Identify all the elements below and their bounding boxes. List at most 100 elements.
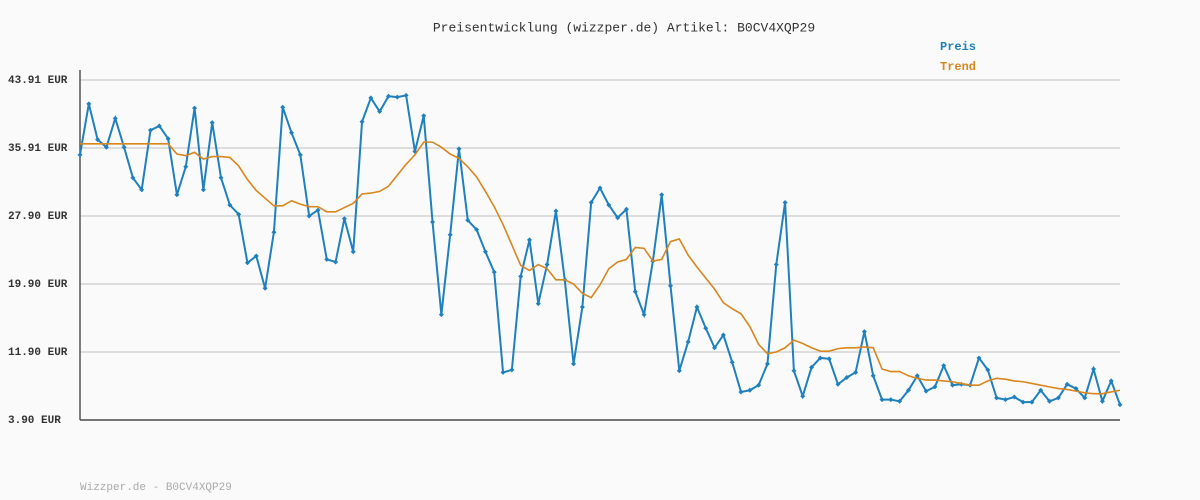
point-marker	[297, 152, 303, 158]
point-marker	[183, 164, 189, 170]
point-marker	[826, 356, 832, 362]
point-marker	[139, 187, 145, 193]
point-marker	[447, 232, 453, 238]
point-marker	[200, 187, 206, 193]
point-marker	[535, 301, 541, 307]
point-marker	[1002, 397, 1008, 403]
point-marker	[438, 312, 444, 318]
point-marker	[1117, 402, 1123, 408]
point-marker	[668, 283, 674, 289]
point-marker	[227, 202, 233, 208]
point-marker	[1099, 398, 1105, 404]
point-marker	[914, 373, 920, 379]
point-marker	[130, 175, 136, 181]
point-marker	[571, 361, 577, 367]
point-marker	[1064, 381, 1070, 387]
point-marker	[994, 395, 1000, 401]
series-line	[80, 141, 1121, 395]
point-marker	[941, 363, 947, 369]
point-marker	[976, 355, 982, 361]
point-marker	[341, 216, 347, 222]
point-marker	[421, 113, 427, 119]
point-marker	[800, 393, 806, 399]
point-marker	[112, 115, 118, 121]
point-marker	[430, 219, 436, 225]
point-marker	[1038, 387, 1044, 393]
point-marker	[148, 127, 154, 133]
point-marker	[853, 369, 859, 375]
point-marker	[606, 202, 612, 208]
point-marker	[703, 325, 709, 331]
point-marker	[244, 260, 250, 266]
legend-label: Trend	[940, 60, 976, 74]
point-marker	[324, 256, 330, 262]
point-marker	[350, 249, 356, 255]
point-marker	[641, 312, 647, 318]
point-marker	[544, 261, 550, 267]
point-marker	[95, 137, 101, 143]
point-marker	[764, 361, 770, 367]
point-marker	[465, 217, 471, 223]
point-marker	[209, 120, 215, 126]
point-marker	[500, 369, 506, 375]
point-marker	[306, 213, 312, 219]
point-marker	[773, 261, 779, 267]
point-marker	[1073, 386, 1079, 392]
point-marker	[333, 259, 339, 265]
point-marker	[932, 384, 938, 390]
point-marker	[756, 382, 762, 388]
point-marker	[597, 185, 603, 191]
point-marker	[377, 109, 383, 115]
point-marker	[950, 382, 956, 388]
chart-title: Preisentwicklung (wizzper.de) Artikel: B…	[433, 20, 815, 35]
point-marker	[747, 387, 753, 393]
point-marker	[1046, 398, 1052, 404]
y-tick-label: 35.91 EUR	[8, 143, 68, 155]
point-marker	[632, 289, 638, 295]
y-tick-label: 11.90 EUR	[8, 347, 68, 359]
point-marker	[553, 208, 559, 214]
point-marker	[782, 199, 788, 205]
y-tick-label: 19.90 EUR	[8, 279, 68, 291]
point-marker	[174, 192, 180, 198]
point-marker	[86, 101, 92, 107]
point-marker	[518, 273, 524, 279]
point-marker	[844, 375, 850, 381]
point-marker	[659, 192, 665, 198]
point-marker	[509, 367, 515, 373]
point-marker	[253, 253, 259, 259]
point-marker	[729, 359, 735, 365]
point-marker	[870, 373, 876, 379]
point-marker	[236, 211, 242, 217]
y-tick-label: 27.90 EUR	[8, 211, 68, 223]
point-marker	[403, 92, 409, 98]
point-marker	[482, 249, 488, 255]
point-marker	[156, 123, 162, 129]
point-marker	[289, 130, 295, 136]
point-marker	[809, 364, 815, 370]
point-marker	[623, 206, 629, 212]
point-marker	[271, 229, 277, 235]
point-marker	[861, 329, 867, 335]
point-marker	[280, 104, 286, 110]
point-marker	[456, 146, 462, 152]
point-marker	[368, 95, 374, 101]
point-marker	[1011, 394, 1017, 400]
point-marker	[77, 152, 83, 158]
point-marker	[1108, 378, 1114, 384]
point-marker	[526, 237, 532, 243]
point-marker	[720, 332, 726, 338]
point-marker	[103, 144, 109, 150]
point-marker	[1029, 399, 1035, 405]
point-marker	[165, 136, 171, 142]
point-marker	[685, 339, 691, 345]
point-marker	[262, 285, 268, 291]
point-marker	[676, 368, 682, 374]
point-marker	[192, 105, 198, 111]
point-marker	[985, 367, 991, 373]
point-marker	[385, 93, 391, 99]
point-marker	[394, 94, 400, 100]
